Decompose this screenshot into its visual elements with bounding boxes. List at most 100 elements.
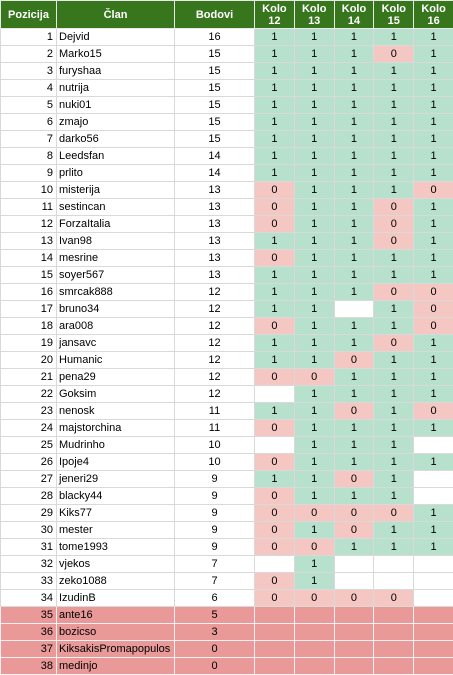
points-cell[interactable]: 6 <box>175 590 255 607</box>
points-cell[interactable]: 13 <box>175 250 255 267</box>
points-cell[interactable]: 15 <box>175 114 255 131</box>
position-cell[interactable]: 30 <box>1 522 57 539</box>
position-cell[interactable]: 7 <box>1 131 57 148</box>
round-cell[interactable]: 1 <box>294 97 334 114</box>
round-cell[interactable]: 1 <box>334 148 374 165</box>
round-cell[interactable]: 1 <box>334 454 374 471</box>
position-cell[interactable]: 29 <box>1 505 57 522</box>
position-cell[interactable]: 8 <box>1 148 57 165</box>
points-cell[interactable]: 13 <box>175 233 255 250</box>
round-cell[interactable]: 1 <box>294 556 334 573</box>
points-cell[interactable]: 15 <box>175 131 255 148</box>
round-cell[interactable] <box>374 658 414 675</box>
round-cell[interactable]: 1 <box>294 420 334 437</box>
round-cell[interactable] <box>414 488 453 505</box>
position-cell[interactable]: 18 <box>1 318 57 335</box>
round-cell[interactable]: 0 <box>374 284 414 301</box>
round-cell[interactable]: 1 <box>374 488 414 505</box>
position-cell[interactable]: 19 <box>1 335 57 352</box>
points-cell[interactable]: 9 <box>175 539 255 556</box>
position-cell[interactable]: 12 <box>1 216 57 233</box>
round-cell[interactable]: 1 <box>294 46 334 63</box>
round-cell[interactable]: 1 <box>414 46 453 63</box>
round-cell[interactable]: 0 <box>255 420 295 437</box>
round-cell[interactable]: 1 <box>294 199 334 216</box>
position-cell[interactable]: 23 <box>1 403 57 420</box>
member-cell[interactable]: nutrija <box>57 80 175 97</box>
round-cell[interactable] <box>414 573 453 590</box>
round-cell[interactable]: 0 <box>414 403 453 420</box>
member-cell[interactable]: sestincan <box>57 199 175 216</box>
round-cell[interactable]: 1 <box>374 437 414 454</box>
member-cell[interactable]: darko56 <box>57 131 175 148</box>
round-cell[interactable]: 0 <box>334 403 374 420</box>
round-cell[interactable]: 1 <box>294 488 334 505</box>
round-cell[interactable]: 0 <box>255 522 295 539</box>
round-cell[interactable]: 1 <box>414 505 453 522</box>
points-cell[interactable]: 13 <box>175 267 255 284</box>
round-cell[interactable]: 1 <box>374 454 414 471</box>
round-cell[interactable]: 1 <box>414 250 453 267</box>
points-cell[interactable]: 9 <box>175 505 255 522</box>
points-cell[interactable]: 12 <box>175 386 255 403</box>
round-cell[interactable]: 1 <box>414 165 453 182</box>
round-cell[interactable] <box>334 573 374 590</box>
round-cell[interactable]: 1 <box>255 80 295 97</box>
round-cell[interactable]: 1 <box>334 233 374 250</box>
round-cell[interactable]: 1 <box>334 131 374 148</box>
round-cell[interactable]: 1 <box>334 250 374 267</box>
points-cell[interactable]: 0 <box>175 641 255 658</box>
round-cell[interactable]: 1 <box>374 182 414 199</box>
round-cell[interactable]: 1 <box>414 539 453 556</box>
round-cell[interactable]: 1 <box>414 29 453 46</box>
round-cell[interactable]: 1 <box>255 97 295 114</box>
points-cell[interactable]: 9 <box>175 471 255 488</box>
round-cell[interactable] <box>374 641 414 658</box>
round-cell[interactable]: 1 <box>374 97 414 114</box>
round-cell[interactable]: 1 <box>294 114 334 131</box>
header-points[interactable]: Bodovi <box>175 1 255 29</box>
points-cell[interactable]: 12 <box>175 335 255 352</box>
round-cell[interactable]: 0 <box>255 318 295 335</box>
round-cell[interactable]: 0 <box>334 522 374 539</box>
position-cell[interactable]: 36 <box>1 624 57 641</box>
round-cell[interactable]: 0 <box>255 454 295 471</box>
member-cell[interactable]: bozicso <box>57 624 175 641</box>
round-cell[interactable]: 1 <box>334 420 374 437</box>
round-cell[interactable]: 1 <box>294 165 334 182</box>
round-cell[interactable]: 1 <box>334 97 374 114</box>
round-cell[interactable]: 1 <box>294 522 334 539</box>
round-cell[interactable]: 1 <box>294 182 334 199</box>
member-cell[interactable]: Humanic <box>57 352 175 369</box>
round-cell[interactable] <box>334 624 374 641</box>
member-cell[interactable]: Ivan98 <box>57 233 175 250</box>
round-cell[interactable] <box>334 556 374 573</box>
round-cell[interactable]: 1 <box>374 420 414 437</box>
member-cell[interactable]: Leedsfan <box>57 148 175 165</box>
round-cell[interactable]: 1 <box>414 199 453 216</box>
position-cell[interactable]: 20 <box>1 352 57 369</box>
header-position[interactable]: Pozicija <box>1 1 57 29</box>
member-cell[interactable]: jansavc <box>57 335 175 352</box>
points-cell[interactable]: 15 <box>175 46 255 63</box>
round-cell[interactable]: 1 <box>414 454 453 471</box>
round-cell[interactable]: 1 <box>374 471 414 488</box>
round-cell[interactable]: 1 <box>294 29 334 46</box>
member-cell[interactable]: pena29 <box>57 369 175 386</box>
round-cell[interactable]: 0 <box>255 505 295 522</box>
round-cell[interactable]: 1 <box>334 335 374 352</box>
round-cell[interactable]: 0 <box>255 573 295 590</box>
round-cell[interactable]: 1 <box>334 318 374 335</box>
round-cell[interactable] <box>334 607 374 624</box>
member-cell[interactable]: ara008 <box>57 318 175 335</box>
round-cell[interactable]: 1 <box>414 114 453 131</box>
round-cell[interactable]: 1 <box>294 318 334 335</box>
points-cell[interactable]: 13 <box>175 199 255 216</box>
member-cell[interactable]: soyer567 <box>57 267 175 284</box>
round-cell[interactable]: 0 <box>255 216 295 233</box>
round-cell[interactable]: 0 <box>334 590 374 607</box>
round-cell[interactable]: 1 <box>374 114 414 131</box>
